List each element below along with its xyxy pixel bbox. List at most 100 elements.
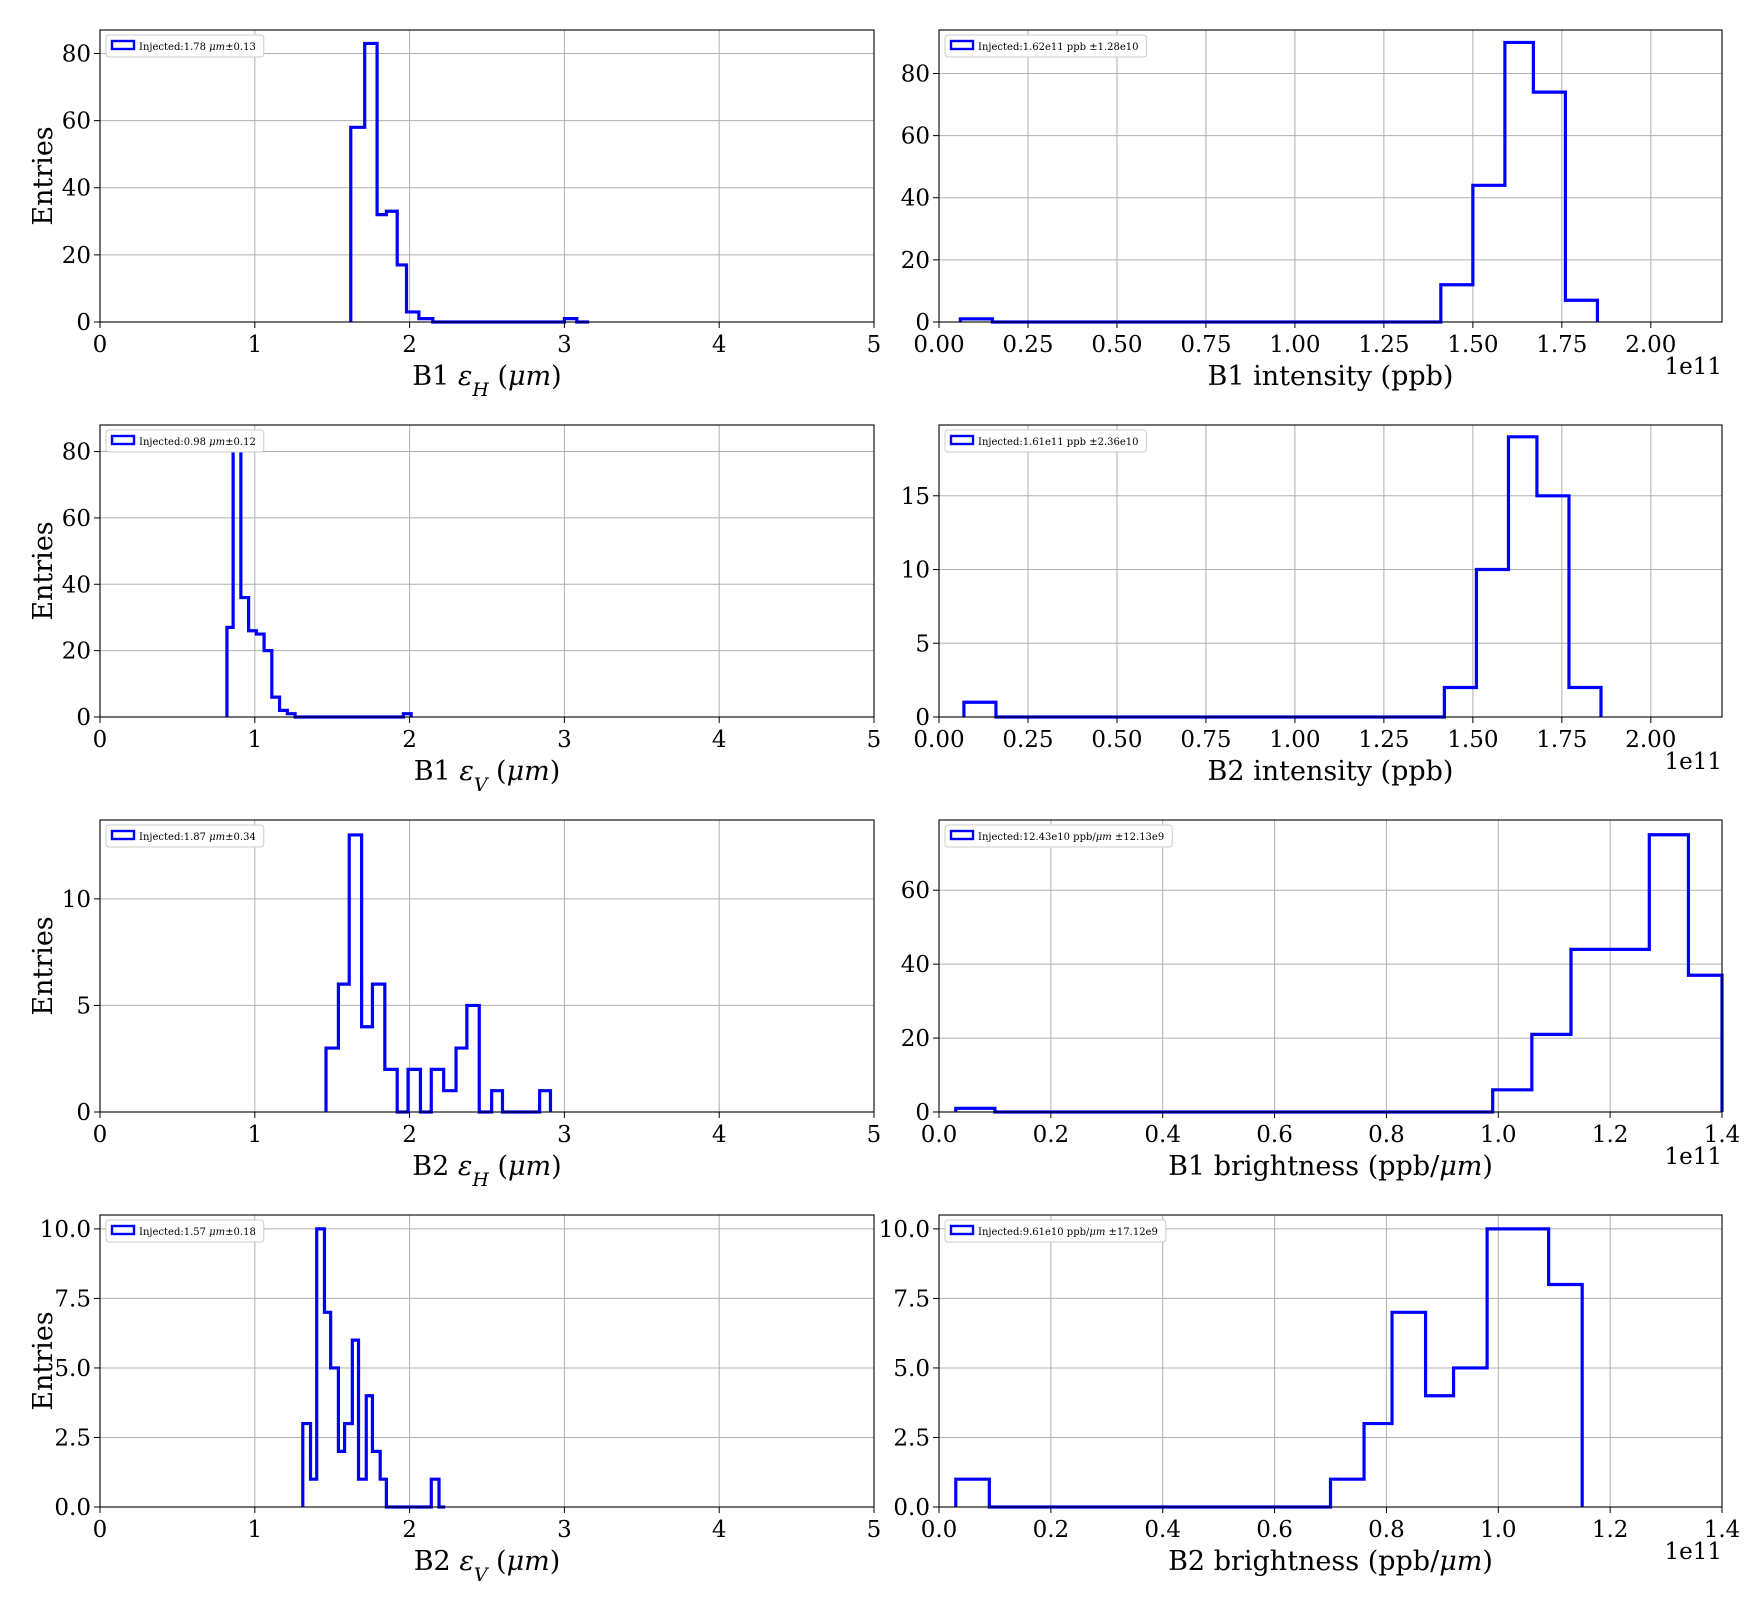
y-tick-label: 5 [76, 993, 91, 1019]
axes-frame [99, 29, 875, 323]
x-tick-label: 0.2 [1033, 1122, 1070, 1148]
x-tick-label: 1.4 [1704, 1517, 1741, 1543]
x-tick-label: 1.0 [1480, 1122, 1517, 1148]
axes-frame [99, 819, 875, 1113]
legend-swatch [949, 434, 975, 446]
y-tick-label: 20 [901, 1026, 930, 1052]
y-tick-label: 0 [76, 1100, 91, 1126]
histogram-panel-2: 0.00 0.25 0.50 0.75 1.00 1.25 1.50 1.75 2.00 0 20 4… [901, 29, 1723, 392]
x-tick-label: 0.6 [1256, 1122, 1293, 1148]
histogram-bin [349, 835, 361, 1112]
axes-frame [938, 424, 1723, 718]
x-tick-label: 1.2 [1592, 1517, 1629, 1543]
y-axis-label: Entries [28, 1311, 59, 1410]
x-tick-label: 5 [867, 1517, 882, 1543]
legend: Injected:1.78 μm±0.13 [105, 34, 265, 58]
x-tick-label: 0.00 [913, 332, 964, 358]
y-tick-label: 0 [76, 705, 91, 731]
x-tick-label: 5 [867, 727, 882, 753]
legend-box [105, 1219, 265, 1243]
histogram-bin [1444, 688, 1476, 717]
histogram-bin [338, 1451, 344, 1507]
histogram-panel-6: 0.0 0.2 0.4 0.6 0.8 1.0 1.2 1.4 0 20 40 60 B1 bright… [901, 819, 1740, 1182]
histogram-bin [1331, 1479, 1365, 1507]
x-tick-label: 2 [402, 727, 417, 753]
x-axis-label: B2 intensity (ppb) [1208, 756, 1454, 787]
histogram-bin [1505, 42, 1533, 322]
x-tick-label: 0.8 [1368, 1517, 1405, 1543]
legend-swatch [110, 39, 136, 51]
legend: Injected:9.61e10 ppb/μm ±17.12e9 [944, 1219, 1167, 1243]
histogram-bin [385, 1069, 397, 1112]
x-tick-label: 0.0 [921, 1122, 958, 1148]
legend: Injected:1.61e11 ppb ±2.36e10 [944, 429, 1147, 453]
legend-box [944, 824, 1173, 848]
y-tick-label: 10.0 [879, 1217, 930, 1243]
y-tick-label: 2.5 [893, 1425, 930, 1451]
histogram-bin [1426, 1396, 1454, 1507]
axes-frame [938, 819, 1723, 1113]
x-tick-label: 0.2 [1033, 1517, 1070, 1543]
x-axis-offset-label: 1e11 [1664, 1144, 1722, 1170]
x-tick-label: 1.2 [1592, 1122, 1629, 1148]
x-tick-label: 0.75 [1180, 332, 1231, 358]
x-tick-label: 5 [867, 1122, 882, 1148]
legend-swatch [949, 829, 975, 841]
histogram-bin [362, 1027, 373, 1112]
histogram-bin [1649, 835, 1688, 1112]
histogram-bin [964, 702, 996, 717]
legend-swatch [949, 39, 975, 51]
legend-label: Injected:12.43e10 ppb/μm ±12.13e9 [978, 832, 1164, 843]
x-tick-label: 1 [247, 727, 262, 753]
histogram-bin [1364, 1424, 1392, 1507]
legend-label: Injected:1.78 μm±0.13 [139, 42, 256, 53]
x-tick-label: 2.00 [1625, 332, 1676, 358]
legend: Injected:1.87 μm±0.34 [105, 824, 265, 848]
x-tick-label: 0.6 [1256, 1517, 1293, 1543]
x-tick-label: 0 [93, 727, 108, 753]
histogram-bin [456, 1048, 467, 1112]
legend: Injected:0.98 μm±0.12 [105, 429, 265, 453]
histogram-panel-1: 0 1 2 3 4 5 0 20 40 60 80 B1 εH (μm) Entries Injected… [28, 29, 881, 401]
histogram-bin [1533, 92, 1565, 322]
x-tick-label: 0.25 [1002, 727, 1053, 753]
histogram-bin [467, 1005, 479, 1112]
x-tick-label: 1.25 [1358, 727, 1409, 753]
y-tick-label: 5.0 [54, 1356, 91, 1382]
y-tick-label: 40 [62, 176, 91, 202]
histogram-outline [954, 833, 1724, 1114]
x-tick-label: 1 [247, 332, 262, 358]
x-axis-offset-label: 1e11 [1664, 354, 1722, 380]
x-tick-label: 1.50 [1447, 332, 1498, 358]
x-tick-label: 1.75 [1536, 332, 1587, 358]
histogram-bin [365, 43, 377, 322]
legend-swatch [110, 434, 136, 446]
x-tick-label: 0 [93, 1122, 108, 1148]
y-tick-label: 80 [901, 61, 930, 87]
y-axis-label: Entries [28, 126, 59, 225]
histogram-panel-5: 0 1 2 3 4 5 0 5 10 B2 εH (μm) Entries Injected:1.87… [28, 819, 882, 1191]
y-tick-label: 7.5 [893, 1286, 930, 1312]
legend-box [944, 34, 1147, 58]
histogram-panel-7: 0 1 2 3 4 5 0.0 2.5 5.0 7.5 10.0 B2 εV (μm) Entries I… [28, 1214, 882, 1586]
histogram-bin [1537, 496, 1569, 717]
legend-swatch [949, 1224, 975, 1236]
legend-label: Injected:1.57 μm±0.18 [139, 1227, 256, 1238]
y-axis-label: Entries [28, 916, 59, 1015]
x-tick-label: 0.50 [1091, 332, 1142, 358]
x-axis-label: B2 brightness (ppb/μm) [1168, 1546, 1493, 1577]
legend-box [105, 824, 265, 848]
x-tick-label: 1 [247, 1122, 262, 1148]
x-tick-label: 3 [557, 1517, 572, 1543]
x-tick-label: 3 [557, 1122, 572, 1148]
legend-label: Injected:1.87 μm±0.34 [139, 832, 256, 843]
x-axis-offset-label: 1e11 [1664, 1539, 1722, 1565]
y-tick-label: 60 [901, 124, 930, 150]
x-tick-label: 4 [712, 332, 727, 358]
histogram-bin [338, 984, 349, 1112]
y-axis-label: Entries [28, 521, 59, 620]
y-tick-label: 20 [62, 639, 91, 665]
histogram-bin [359, 1479, 367, 1507]
x-tick-label: 0.00 [913, 727, 964, 753]
y-tick-label: 10 [62, 887, 91, 913]
